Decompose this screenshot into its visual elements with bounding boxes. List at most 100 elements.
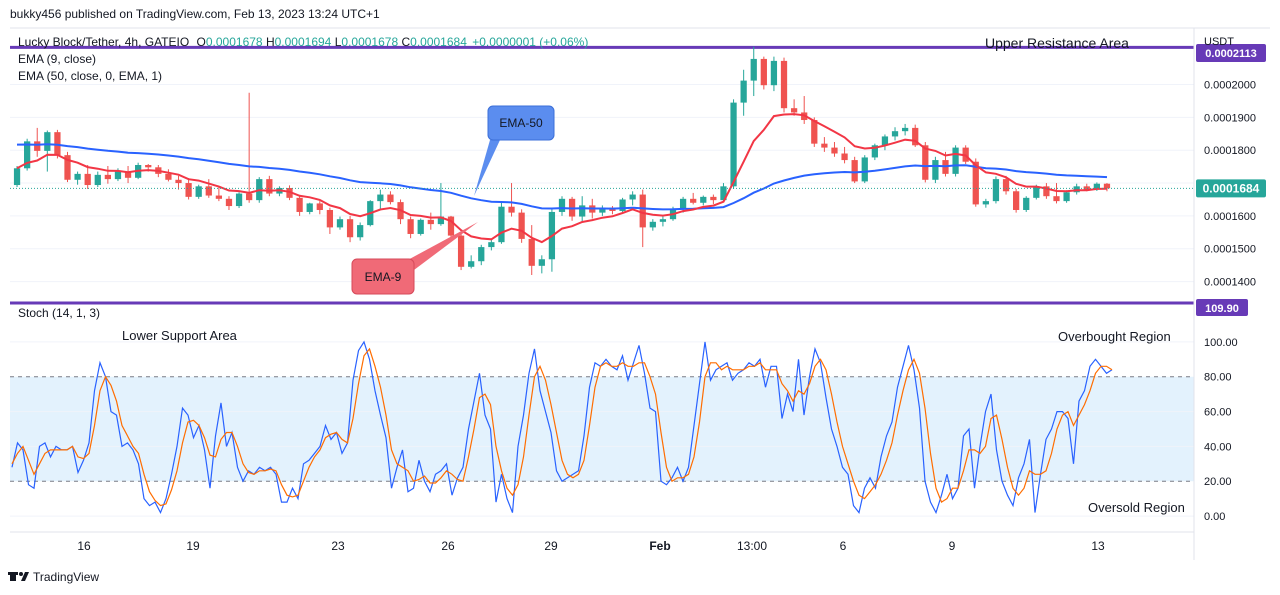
ema9-callout-box (351, 258, 415, 295)
indicator-ema9-legend[interactable]: EMA (9, close) (18, 52, 97, 66)
bullish-candle (235, 192, 243, 209)
candle-body (1063, 192, 1070, 202)
bullish-candle (700, 195, 707, 206)
candle-body (306, 203, 313, 212)
bearish-candle (780, 57, 788, 113)
stoch-d-line (11, 347, 1113, 507)
candle-body (710, 196, 717, 201)
ohlc-high-value: 0.0001694 (274, 35, 332, 49)
candle-body (124, 171, 132, 178)
candle-body (114, 171, 122, 180)
bearish-candle (346, 215, 354, 243)
bearish-candle (760, 56, 767, 90)
time-tick-label: 6 (840, 539, 847, 553)
tradingview-logo[interactable]: TradingView (8, 570, 99, 584)
bearish-candle (841, 146, 848, 164)
candle-body (1053, 196, 1060, 202)
bearish-candle (1053, 183, 1060, 204)
candle-body (922, 145, 929, 180)
candle-body (770, 60, 778, 86)
bullish-candle (468, 255, 475, 269)
tradingview-logo-icon (8, 572, 29, 581)
candle-body (165, 173, 172, 180)
candle-body (44, 132, 51, 151)
candle-body (74, 173, 81, 180)
candle-body (457, 235, 465, 267)
time-axis[interactable]: 16 19 23 26 29 Feb 13:00 6 9 13 (77, 539, 1105, 553)
candle-body (780, 60, 788, 109)
candle-body (912, 127, 919, 146)
stoch-pane[interactable] (10, 340, 1194, 517)
ohlc-low-value: 0.0001678 (341, 35, 399, 49)
candle-body (790, 108, 798, 113)
bullish-candle (357, 222, 364, 241)
candle-body (84, 173, 91, 186)
bullish-candle (437, 183, 445, 226)
stoch-axis[interactable]: 0.00 20.00 40.00 60.00 80.00 100.00 (1204, 337, 1238, 523)
main-pane[interactable] (10, 45, 1194, 283)
bullish-candle (871, 143, 878, 161)
price-candles (13, 46, 1111, 276)
candle-body (619, 199, 626, 211)
ema50-callout: EMA-50 (474, 105, 555, 196)
candle-body (235, 193, 243, 207)
price-tick-label: 0.0001600 (1204, 211, 1256, 223)
bullish-candle (478, 244, 485, 266)
candle-body (952, 147, 959, 174)
candle-body (13, 168, 21, 186)
candle-body (1083, 186, 1090, 190)
bearish-candle (104, 165, 111, 184)
bearish-candle (165, 169, 172, 182)
price-tick-label: 0.0002000 (1204, 80, 1256, 92)
bearish-candle (64, 151, 71, 183)
candle-body (679, 198, 687, 209)
bullish-candle (538, 255, 545, 274)
bearish-candle (215, 186, 223, 202)
candle-body (730, 102, 737, 187)
bullish-candle (720, 183, 727, 203)
candle-body (538, 259, 545, 266)
overbought-label: Overbought Region (1058, 329, 1171, 344)
candle-body (54, 132, 61, 156)
candle-body (861, 157, 868, 182)
stoch-tick-label: 0.00 (1204, 511, 1225, 523)
ema50-line (16, 143, 1108, 211)
candle-body (851, 160, 858, 182)
bullish-candle (861, 155, 868, 184)
publisher-line: bukky456 published on TradingView.com, F… (10, 7, 380, 21)
bullish-candle (649, 219, 656, 231)
bearish-candle (710, 194, 717, 205)
indicator-ema50-legend[interactable]: EMA (50, close, 0, EMA, 1) (18, 69, 163, 83)
bullish-candle (377, 189, 384, 210)
bullish-candle (770, 56, 778, 92)
candle-body (326, 209, 334, 228)
stoch-k-line (11, 340, 1113, 515)
bearish-candle (407, 216, 414, 239)
bullish-candle (558, 196, 566, 216)
bearish-candle (811, 117, 818, 147)
bullish-candle (498, 202, 505, 244)
bearish-candle (266, 175, 273, 197)
bullish-candle (13, 165, 21, 188)
bullish-candle (1073, 183, 1080, 195)
stoch-tick-label: 100.00 (1204, 337, 1238, 349)
lower-support-label: Lower Support Area (122, 328, 238, 343)
candle-body (659, 219, 667, 222)
bearish-candle (1013, 188, 1020, 213)
ohlc-low-label: L (334, 35, 342, 49)
price-tick-label: 0.0001400 (1204, 277, 1256, 289)
bullish-candle (488, 239, 495, 251)
candle-body (447, 216, 455, 236)
time-tick-label: Feb (649, 539, 670, 553)
bearish-candle (387, 191, 394, 205)
stoch-legend[interactable]: Stoch (14, 1, 3) (18, 306, 101, 320)
candle-body (821, 143, 828, 148)
bullish-candle (891, 127, 899, 141)
price-tick-label: 0.0001800 (1204, 145, 1256, 157)
candle-body (346, 219, 354, 238)
candle-body (841, 153, 848, 161)
candle-body (639, 194, 646, 228)
price-tick-label: 0.0001500 (1204, 244, 1256, 256)
candle-body (901, 127, 909, 132)
stoch-tick-label: 60.00 (1204, 407, 1232, 419)
